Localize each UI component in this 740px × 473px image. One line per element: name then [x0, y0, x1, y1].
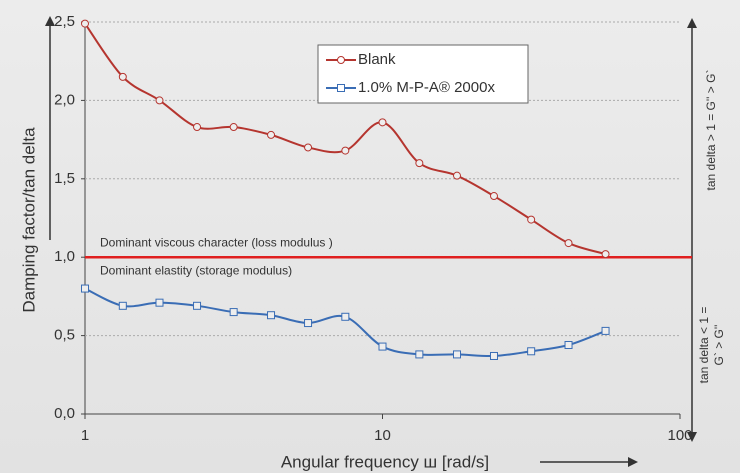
marker — [415, 350, 424, 359]
marker — [564, 341, 573, 350]
right-label: tan delta < 1 = — [697, 307, 711, 384]
marker — [452, 350, 461, 359]
marker — [415, 159, 424, 168]
right-label: tan delta > 1 = G'' > G` — [704, 70, 718, 191]
marker — [267, 130, 276, 139]
marker — [341, 146, 350, 155]
marker — [229, 308, 238, 317]
y-tick-label: 2,5 — [54, 13, 75, 30]
marker — [229, 123, 238, 132]
marker — [452, 171, 461, 180]
marker — [118, 301, 127, 310]
y-tick-label: 1,5 — [54, 170, 75, 187]
marker — [489, 192, 498, 201]
annotation: Dominant elastity (storage modulus) — [100, 263, 292, 277]
marker — [304, 319, 313, 328]
marker — [155, 298, 164, 307]
x-axis-label: Angular frequency ш [rad/s] — [281, 452, 489, 471]
marker — [601, 326, 610, 335]
marker — [527, 215, 536, 224]
legend-marker — [337, 84, 345, 92]
marker — [304, 143, 313, 152]
marker — [81, 284, 89, 293]
annotation: Dominant viscous character (loss modulus… — [100, 235, 333, 249]
x-tick-label: 10 — [374, 427, 391, 444]
marker — [341, 312, 350, 321]
marker — [193, 301, 202, 310]
marker — [193, 123, 202, 132]
x-tick-label: 100 — [667, 427, 692, 444]
marker — [527, 347, 536, 356]
marker — [489, 351, 498, 360]
marker — [601, 250, 610, 259]
y-tick-label: 2,0 — [54, 91, 75, 108]
marker — [267, 311, 276, 320]
legend-box — [317, 44, 529, 104]
marker — [378, 342, 387, 351]
marker — [81, 19, 89, 28]
y-tick-label: 0,5 — [54, 327, 75, 344]
legend-marker — [337, 56, 345, 64]
right-label: G` > G'' — [712, 325, 726, 366]
marker — [155, 96, 164, 105]
legend-label: 1.0% M-P-A® 2000x — [358, 79, 495, 96]
marker — [564, 239, 573, 248]
y-tick-label: 0,0 — [54, 405, 75, 422]
marker — [378, 118, 387, 127]
y-tick-label: 1,0 — [54, 248, 75, 265]
legend-label: Blank — [358, 51, 396, 68]
x-tick-label: 1 — [81, 427, 89, 444]
marker — [118, 72, 127, 81]
y-axis-label: Damping factor/tan delta — [19, 127, 38, 313]
